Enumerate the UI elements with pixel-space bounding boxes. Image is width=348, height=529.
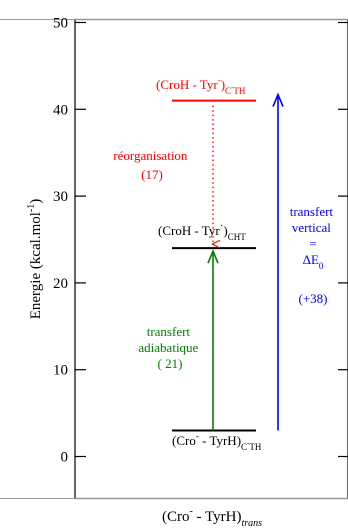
vertical-text: transfert vertical =	[290, 204, 337, 251]
label-sub: C	[241, 442, 247, 452]
annotation-line: transfert	[147, 324, 191, 339]
y-tick-label-20: 20	[53, 276, 68, 292]
x-label-part: (Cro	[162, 509, 190, 525]
label-sup: -	[218, 75, 221, 85]
level-label-croh-tyr-cht: (CroH - Tyr·)CHT	[158, 220, 246, 242]
annotation-line: adiabatique	[138, 340, 198, 355]
label-sup: ·	[220, 220, 224, 232]
adiabatique-text: transfert adiabatique ( 21)	[138, 324, 201, 371]
y-axis-label-sup: -1	[26, 204, 37, 212]
label-part: - TyrH)	[199, 433, 241, 448]
vertical-arrowhead	[272, 92, 284, 107]
y-axis-label-main: Energie (kcal.mol	[28, 212, 44, 319]
label-part: (Cro	[172, 433, 196, 448]
label-sub: C	[225, 86, 231, 96]
y-axis-label: Energie (kcal.mol-1)	[26, 199, 44, 320]
label-sub-sup: -	[247, 439, 250, 447]
annotation-line: =	[309, 236, 316, 251]
label-part: (CroH - Tyr	[156, 77, 218, 92]
label-sub: TH	[249, 442, 261, 452]
label-part: )	[221, 77, 225, 92]
y-tick-label-0: 0	[61, 450, 69, 466]
delta-e-sub: 0	[319, 261, 324, 271]
annotation-line: ( 21)	[158, 356, 183, 371]
annotation-line: vertical	[292, 220, 331, 235]
y-tick-label-50: 50	[53, 16, 68, 32]
label-sub: TH	[233, 86, 245, 96]
label-sup: -	[196, 431, 199, 441]
label-sub: CHT	[228, 232, 247, 242]
label-sub-sup: -	[231, 83, 234, 91]
y-axis-label-end: )	[28, 199, 44, 204]
reorganisation-text: réorganisation (17)	[113, 148, 190, 182]
x-label-sub: trans	[241, 518, 262, 529]
adiabatique-arrowhead	[207, 249, 219, 264]
y-tick-label-40: 40	[53, 102, 68, 118]
delta-e0-text: ΔE0	[303, 252, 324, 271]
annotation-line: réorganisation	[113, 148, 188, 163]
y-tick-label-30: 30	[53, 189, 68, 205]
label-part: (CroH - Tyr	[158, 223, 220, 238]
x-label-sup: -	[189, 506, 192, 517]
vertical-value-text: (+38)	[299, 291, 328, 306]
label-part: )	[223, 223, 227, 238]
level-label-croh-tyr-cth: (CroH - Tyr-)C-TH	[156, 75, 246, 96]
y-tick-label-10: 10	[53, 363, 68, 379]
delta-e: ΔE	[303, 252, 319, 267]
y-axis: 0 10 20 30 40 50	[53, 16, 348, 466]
x-axis-label: (Cro- - TyrH)trans	[162, 506, 262, 529]
annotation-line: (17)	[141, 167, 163, 182]
annotation-line: transfert	[290, 204, 334, 219]
x-label-part: - TyrH)	[193, 509, 242, 525]
level-label-cro-tyrh: (Cro- - TyrH)C-TH	[172, 431, 262, 452]
